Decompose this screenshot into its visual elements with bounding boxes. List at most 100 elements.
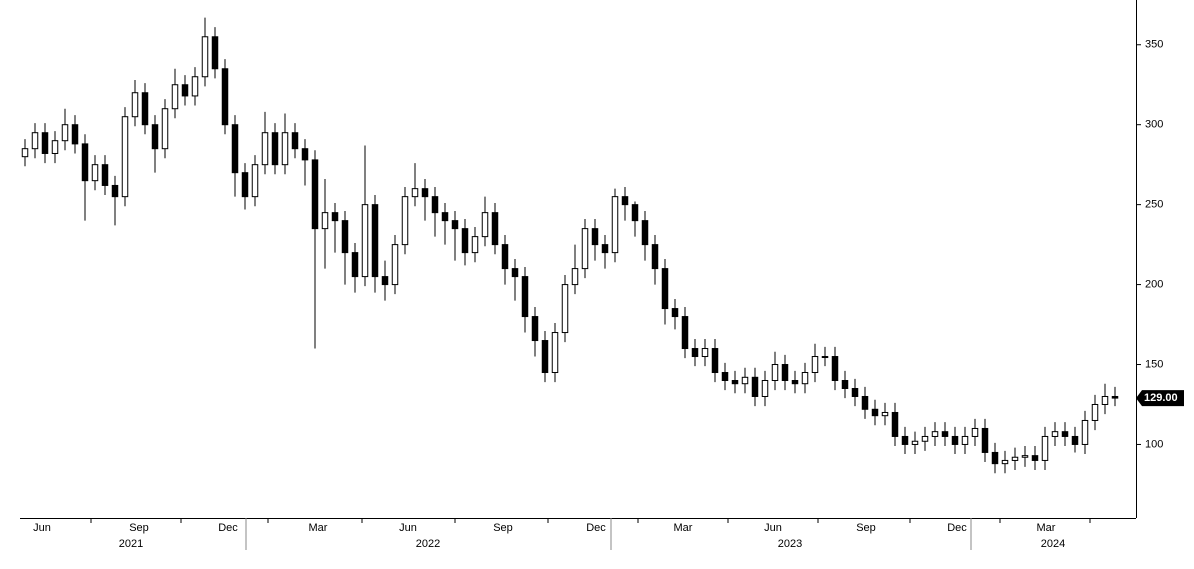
x-tick-label: Sep xyxy=(493,522,513,534)
candle-body xyxy=(311,159,319,230)
candle-body xyxy=(201,36,209,78)
candle-body xyxy=(451,220,459,230)
candle-body xyxy=(1061,431,1069,437)
candle-body xyxy=(221,68,229,126)
candle-body xyxy=(531,316,539,342)
last-price-tag xyxy=(1136,390,1184,407)
candle-body xyxy=(841,380,849,389)
candle-body xyxy=(21,148,29,158)
year-label: 2024 xyxy=(1041,538,1065,550)
candle-body xyxy=(1001,459,1009,465)
x-tick-label: Dec xyxy=(218,522,238,534)
candle-body xyxy=(511,268,519,278)
candle-body xyxy=(871,408,879,417)
candle-body xyxy=(401,196,409,246)
y-tick-label: 100 xyxy=(1145,438,1163,450)
candle-body xyxy=(861,395,869,410)
candle-body xyxy=(921,435,929,442)
candle-body xyxy=(631,204,639,222)
candle-body xyxy=(1091,403,1099,421)
candle-body xyxy=(551,332,559,374)
candle-body xyxy=(701,348,709,358)
x-tick-label: Mar xyxy=(309,522,328,534)
candle-body xyxy=(831,356,839,382)
candle-body xyxy=(301,148,309,161)
candle-body xyxy=(821,356,829,359)
candle-body xyxy=(121,116,129,198)
candle-body xyxy=(181,84,189,97)
candle-body xyxy=(651,244,659,270)
candle-body xyxy=(191,76,199,97)
candle-body xyxy=(781,364,789,382)
x-tick-label: Dec xyxy=(586,522,606,534)
candle-body xyxy=(71,124,79,145)
candle-body xyxy=(791,380,799,385)
year-label: 2022 xyxy=(416,538,440,550)
candle-body xyxy=(761,380,769,397)
y-tick-label: 350 xyxy=(1145,39,1163,51)
candle-body xyxy=(621,196,629,206)
candle-body xyxy=(931,431,939,437)
candle-body xyxy=(151,124,159,150)
candle-body xyxy=(411,188,419,198)
candle-body xyxy=(161,108,169,150)
candle-body xyxy=(941,431,949,437)
candle-body xyxy=(911,440,919,445)
candle-body xyxy=(91,164,99,182)
candle-body xyxy=(441,212,449,222)
candle-body xyxy=(1051,431,1059,437)
candle-body xyxy=(1071,435,1079,445)
last-price-label: 129.00 xyxy=(1144,392,1178,404)
candle-body xyxy=(581,228,589,270)
candle-body xyxy=(351,252,359,278)
candle-body xyxy=(241,172,249,198)
y-tick-label: 300 xyxy=(1145,119,1163,131)
candle-body xyxy=(41,132,49,154)
candle-body xyxy=(271,132,279,166)
candle-body xyxy=(331,212,339,222)
y-tick-label: 200 xyxy=(1145,278,1163,290)
candle-body xyxy=(611,196,619,254)
candle-body xyxy=(251,164,259,198)
candle-body xyxy=(891,411,899,437)
candle-body xyxy=(901,435,909,445)
x-tick-label: Sep xyxy=(129,522,149,534)
year-label: 2021 xyxy=(119,538,143,550)
candle-body xyxy=(691,348,699,358)
candle-body xyxy=(1041,435,1049,461)
y-tick-label: 250 xyxy=(1145,199,1163,211)
candle-body xyxy=(881,411,889,417)
candle-body xyxy=(711,348,719,374)
candle-body xyxy=(421,188,429,198)
candle-body xyxy=(131,92,139,118)
candle-body xyxy=(361,204,369,278)
candle-body xyxy=(101,164,109,186)
candle-body xyxy=(971,427,979,437)
candle-body xyxy=(461,228,469,254)
candle-body xyxy=(641,220,649,246)
candle-body xyxy=(571,268,579,286)
candle-body xyxy=(751,376,759,397)
candle-body xyxy=(1111,395,1119,399)
candle-body xyxy=(741,376,749,385)
candle-body xyxy=(171,84,179,110)
candle-body xyxy=(591,228,599,246)
candle-body xyxy=(1011,456,1019,461)
x-tick-label: Jun xyxy=(764,522,782,534)
x-tick-label: Sep xyxy=(856,522,876,534)
candle-body xyxy=(721,372,729,382)
y-tick-label: 150 xyxy=(1145,358,1163,370)
candle-body xyxy=(501,244,509,270)
candle-body xyxy=(211,36,219,70)
candle-body xyxy=(231,124,239,174)
candle-body xyxy=(811,356,819,374)
candle-body xyxy=(951,435,959,445)
candle-body xyxy=(1101,395,1109,405)
candle-body xyxy=(141,92,149,126)
candle-body xyxy=(521,276,529,318)
candle-body xyxy=(961,435,969,445)
candle-body xyxy=(1021,455,1029,458)
candle-body xyxy=(601,244,609,254)
candle-body xyxy=(1081,419,1089,445)
